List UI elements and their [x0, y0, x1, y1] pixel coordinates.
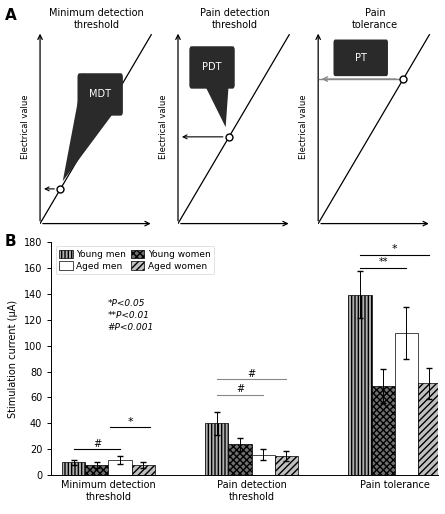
FancyBboxPatch shape — [333, 40, 388, 76]
Text: #P<0.001: #P<0.001 — [107, 323, 154, 332]
Polygon shape — [195, 66, 229, 127]
Text: #: # — [236, 384, 244, 394]
Text: MDT: MDT — [89, 89, 111, 99]
Bar — [275, 456, 298, 475]
Text: B: B — [4, 234, 16, 249]
Polygon shape — [63, 73, 117, 181]
Text: PT: PT — [355, 53, 367, 63]
Title: Pain detection
threshold: Pain detection threshold — [200, 8, 270, 30]
Title: Minimum detection
threshold: Minimum detection threshold — [49, 8, 144, 30]
Text: Time: Time — [221, 252, 248, 263]
Legend: Young men, Aged men, Young women, Aged women: Young men, Aged men, Young women, Aged w… — [56, 246, 214, 274]
Text: *P<0.05: *P<0.05 — [107, 299, 145, 308]
Bar — [132, 465, 155, 475]
Text: **P<0.01: **P<0.01 — [107, 310, 150, 320]
Bar — [395, 333, 418, 475]
Text: #: # — [247, 369, 255, 379]
Text: A: A — [4, 8, 16, 23]
Bar — [109, 460, 132, 475]
Text: Electrical value: Electrical value — [21, 95, 30, 159]
FancyBboxPatch shape — [77, 73, 123, 116]
Bar — [85, 465, 109, 475]
Y-axis label: Stimulation current (μA): Stimulation current (μA) — [8, 300, 18, 417]
Text: Electrical value: Electrical value — [159, 95, 168, 159]
Bar — [372, 386, 395, 475]
Text: Time: Time — [361, 252, 388, 263]
Bar — [228, 444, 251, 475]
Text: *: * — [127, 417, 133, 427]
Text: #: # — [93, 439, 101, 449]
Text: *: * — [392, 244, 397, 254]
Title: Pain
tolerance: Pain tolerance — [352, 8, 398, 30]
Text: Time: Time — [83, 252, 110, 263]
Text: PDT: PDT — [202, 63, 222, 72]
Text: **: ** — [378, 257, 388, 267]
FancyBboxPatch shape — [190, 46, 235, 88]
Bar — [348, 295, 372, 475]
Bar — [251, 455, 275, 475]
Bar — [205, 424, 228, 475]
Text: Electrical value: Electrical value — [299, 95, 308, 159]
Bar — [62, 463, 85, 475]
Bar — [418, 383, 441, 475]
